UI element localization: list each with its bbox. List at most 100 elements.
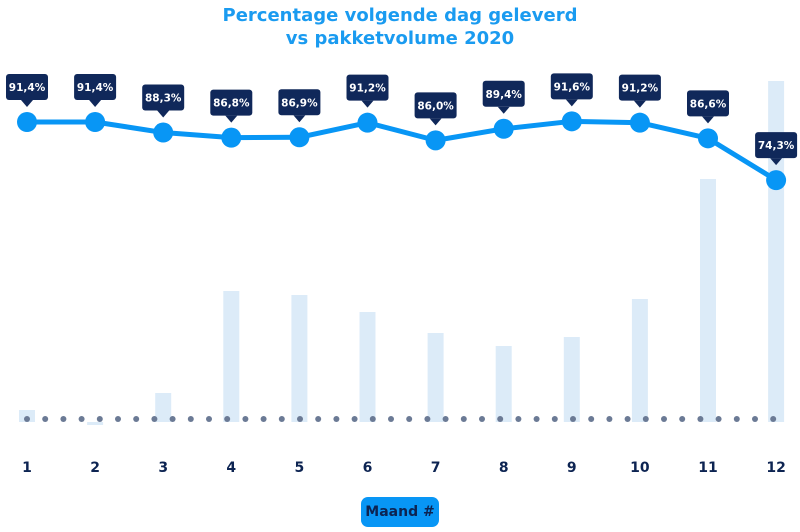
baseline-dot (624, 416, 631, 422)
baseline-dot (369, 416, 376, 422)
baseline-dot (733, 416, 740, 422)
data-label: 86,6% (690, 98, 727, 110)
data-label-box (687, 90, 729, 117)
data-label: 91,2% (622, 83, 659, 95)
data-point (221, 127, 242, 148)
baseline-dot (351, 416, 358, 422)
data-label: 89,4% (485, 89, 522, 101)
volume-bar (87, 422, 104, 425)
baseline-dot (406, 416, 413, 422)
baseline-dot (424, 416, 431, 422)
baseline-dot (187, 416, 194, 422)
baseline-dot (661, 416, 667, 422)
data-point (357, 112, 378, 133)
data-label-pointer (633, 100, 646, 108)
baseline-dot (460, 416, 467, 422)
data-label: 88,3% (145, 93, 182, 105)
baseline-dot (770, 416, 777, 422)
baseline-dot (169, 416, 176, 422)
baseline-dot (224, 416, 231, 422)
volume-bar (700, 179, 716, 422)
data-label: 91,6% (554, 81, 591, 93)
baseline-dot (497, 416, 504, 422)
data-label-box (210, 89, 253, 116)
baseline-dot (442, 416, 449, 422)
x-tick-label: 12 (766, 460, 785, 476)
baseline-dot (642, 416, 649, 422)
volume-bar (495, 346, 512, 422)
baseline-dot (533, 416, 540, 422)
data-point (629, 112, 650, 133)
data-label: 86,0% (417, 100, 454, 112)
x-tick-label: 11 (698, 460, 717, 476)
data-point (153, 122, 174, 143)
data-point (493, 118, 514, 139)
data-point (698, 128, 718, 149)
data-label: 86,9% (281, 97, 318, 109)
baseline-dot (278, 416, 285, 422)
baseline-dot (588, 416, 595, 422)
data-point (85, 112, 106, 132)
title-line-2: vs pakketvolume 2020 (285, 28, 515, 49)
volume-bar (427, 333, 444, 422)
baseline-dot (78, 416, 85, 422)
baseline-dot (133, 416, 140, 422)
baseline-dot (24, 416, 30, 422)
data-label-pointer (702, 116, 714, 124)
baseline-dot (679, 416, 686, 422)
baseline-dot (570, 416, 576, 422)
data-label-box (74, 74, 117, 100)
data-label-box (755, 132, 798, 159)
volume-bar (631, 299, 648, 422)
data-label-box (550, 73, 593, 100)
title-line-1: Percentage volgende dag geleverd (222, 5, 578, 26)
baseline-dot (151, 416, 158, 422)
baseline-dot (315, 416, 322, 422)
data-label-pointer (429, 118, 442, 126)
baseline-dot (260, 416, 267, 422)
baseline-dot (206, 416, 212, 422)
data-label: 74,3% (758, 140, 795, 152)
baseline-dot (551, 416, 558, 422)
data-point (289, 127, 310, 148)
x-tick-label: 3 (158, 460, 168, 476)
data-point (425, 130, 446, 151)
baseline-dot (297, 416, 303, 422)
data-label-pointer (157, 110, 170, 118)
data-label: 91,4% (9, 82, 46, 94)
baseline-dot (60, 416, 67, 422)
data-label-pointer (361, 100, 374, 108)
data-point (561, 111, 582, 132)
volume-bar (768, 81, 785, 422)
x-tick-label: 6 (363, 460, 373, 476)
volume-bar (563, 337, 580, 422)
data-label: 91,4% (77, 82, 114, 94)
volume-bar (291, 295, 308, 422)
volume-bar (223, 291, 240, 422)
baseline-dot (96, 416, 103, 422)
percentage-line (27, 118, 778, 183)
data-label: 86,8% (213, 98, 250, 110)
x-tick-label: 7 (431, 460, 441, 476)
baseline-dot (42, 416, 49, 422)
volume-bar (155, 393, 172, 422)
x-tick-label: 1 (22, 460, 32, 476)
baseline-dot (715, 416, 722, 422)
data-label-pointer (89, 100, 102, 107)
data-label-pointer (21, 100, 33, 107)
baseline-dot (333, 416, 340, 422)
data-label: 91,2% (349, 83, 386, 95)
x-tick-label: 2 (90, 460, 100, 476)
x-tick-label: 5 (295, 460, 305, 476)
data-label-box (414, 92, 457, 119)
data-label-pointer (770, 158, 783, 166)
baseline-dot (115, 416, 121, 422)
x-tick-label: 9 (567, 460, 577, 476)
data-label-pointer (225, 115, 238, 123)
data-label-box (142, 84, 185, 111)
x-axis-label: Maand # (361, 497, 439, 527)
chart-title: Percentage volgende dag geleverd vs pakk… (0, 4, 800, 50)
baseline-dot (242, 416, 249, 422)
baseline-dot (515, 416, 522, 422)
